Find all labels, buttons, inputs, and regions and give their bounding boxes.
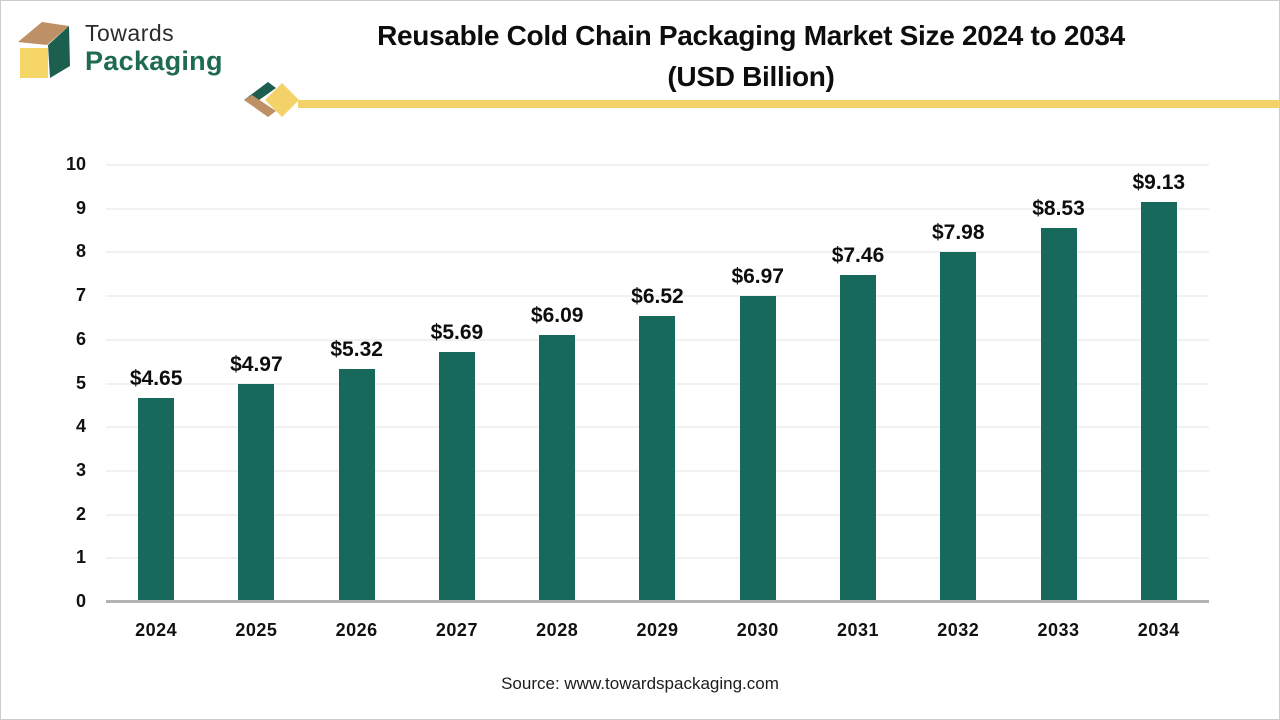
bar-2029 bbox=[639, 316, 676, 601]
bar-value-label: $8.53 bbox=[1032, 197, 1085, 221]
gridline bbox=[106, 295, 1209, 298]
bar-2031 bbox=[839, 275, 876, 601]
bar-value-label: $9.13 bbox=[1132, 171, 1186, 195]
x-tick-label: 2026 bbox=[335, 620, 378, 640]
y-tick-label: 2 bbox=[75, 503, 86, 524]
divider-chevron-icon bbox=[244, 82, 299, 117]
bar-value-label: $5.69 bbox=[430, 321, 484, 345]
bar-2034 bbox=[1140, 202, 1177, 601]
logo-word-packaging: Packaging bbox=[85, 46, 223, 77]
x-tick-label: 2029 bbox=[636, 620, 679, 640]
x-tick-label: 2028 bbox=[536, 620, 579, 640]
bar-value-label: $5.32 bbox=[330, 337, 383, 361]
bar-slot: $4.65 2024 bbox=[106, 164, 206, 640]
y-tick-label: 3 bbox=[75, 459, 86, 480]
x-tick-label: 2030 bbox=[736, 620, 779, 640]
bar-2024 bbox=[138, 397, 175, 601]
bar-slot: $7.98 2032 bbox=[908, 164, 1008, 640]
x-tick-label: 2024 bbox=[135, 620, 178, 640]
plot-area: $4.65 2024 $4.97 2025 $5.32 2026 $5.69 2027 $6.0… bbox=[106, 164, 1209, 640]
bar-2033 bbox=[1040, 228, 1077, 601]
bar-slot: $9.13 2034 bbox=[1109, 164, 1209, 640]
chart-title: Reusable Cold Chain Packaging Market Siz… bbox=[221, 15, 1279, 97]
gridline bbox=[106, 251, 1209, 254]
y-tick-label: 9 bbox=[75, 197, 86, 218]
bar-2032 bbox=[940, 252, 977, 601]
bar-slot: $6.09 2028 bbox=[507, 164, 607, 640]
source-text: Source: www.towardspackaging.com bbox=[501, 674, 779, 693]
y-tick-label: 8 bbox=[75, 241, 86, 262]
y-axis-labels: 0 1 2 3 4 5 6 7 8 9 10 bbox=[41, 154, 96, 611]
divider-line bbox=[298, 100, 1279, 108]
y-tick-label: 5 bbox=[75, 372, 86, 393]
bar-value-label: $4.97 bbox=[230, 352, 283, 376]
bar-value-label: $6.52 bbox=[631, 285, 684, 309]
bar-slot: $6.52 2029 bbox=[607, 164, 707, 640]
bar-slot: $4.97 2025 bbox=[206, 164, 306, 640]
x-tick-label: 2033 bbox=[1037, 620, 1080, 640]
bar-slot: $6.97 2030 bbox=[708, 164, 808, 640]
bars-container: $4.65 2024 $4.97 2025 $5.32 2026 $5.69 2027 $6.0… bbox=[106, 164, 1209, 640]
bar-slot: $8.53 2033 bbox=[1008, 164, 1108, 640]
y-tick-label: 0 bbox=[75, 591, 86, 611]
gridline bbox=[106, 207, 1209, 210]
bar-2026 bbox=[338, 368, 375, 601]
chart-title-line1: Reusable Cold Chain Packaging Market Siz… bbox=[377, 20, 1125, 51]
logo-text: Towards Packaging bbox=[85, 20, 223, 77]
towards-packaging-logo-icon bbox=[18, 22, 70, 78]
bar-2030 bbox=[739, 296, 776, 601]
bar-value-label: $4.65 bbox=[129, 366, 183, 390]
bar-2027 bbox=[438, 352, 475, 601]
x-axis-baseline bbox=[106, 600, 1209, 603]
y-tick-label: 1 bbox=[75, 547, 86, 568]
bar-slot: $7.46 2031 bbox=[808, 164, 908, 640]
y-tick-label: 6 bbox=[75, 328, 86, 349]
gridline bbox=[106, 164, 1209, 166]
bar-2028 bbox=[539, 334, 576, 601]
bar-2025 bbox=[238, 383, 275, 601]
bar-value-label: $7.98 bbox=[931, 221, 985, 245]
x-tick-label: 2025 bbox=[235, 620, 278, 640]
x-tick-label: 2032 bbox=[937, 620, 980, 640]
bar-value-label: $6.09 bbox=[530, 303, 584, 327]
y-tick-label: 4 bbox=[75, 416, 86, 437]
chart-title-line2: (USD Billion) bbox=[667, 61, 835, 92]
logo-word-towards: Towards bbox=[85, 20, 175, 46]
bar-slot: $5.69 2027 bbox=[407, 164, 507, 640]
x-tick-label: 2031 bbox=[836, 620, 880, 640]
bar-value-label: $7.46 bbox=[831, 244, 885, 267]
x-tick-label: 2027 bbox=[435, 620, 478, 640]
bar-value-label: $6.97 bbox=[731, 265, 784, 289]
y-tick-label: 10 bbox=[65, 154, 86, 174]
x-tick-label: 2034 bbox=[1137, 620, 1180, 640]
bar-slot: $5.32 2026 bbox=[307, 164, 407, 640]
y-tick-label: 7 bbox=[75, 285, 86, 306]
